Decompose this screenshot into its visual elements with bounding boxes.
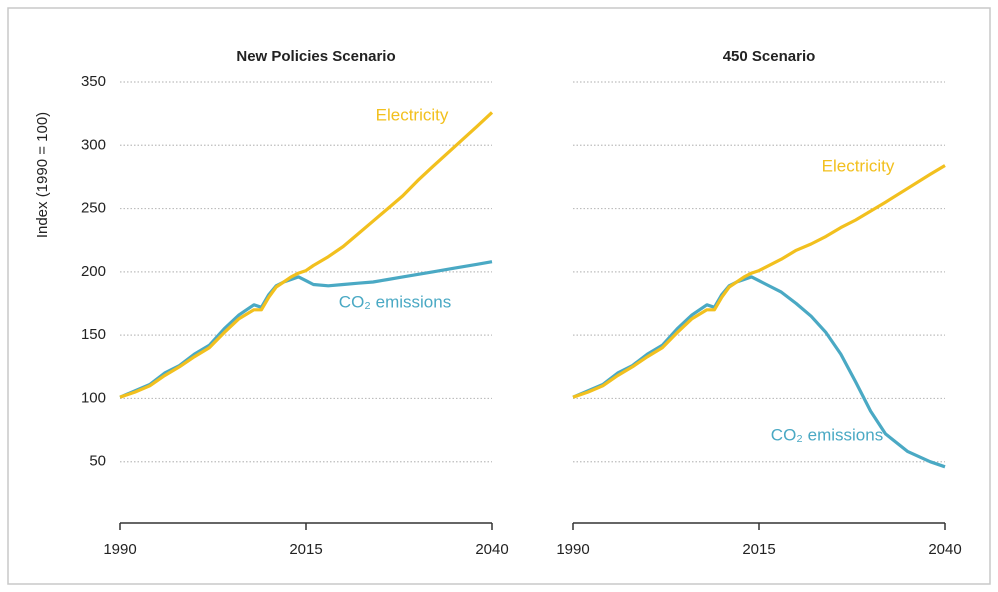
chart-title: New Policies Scenario — [236, 48, 395, 65]
y-tick-label: 350 — [81, 73, 106, 90]
y-tick-label: 150 — [81, 326, 106, 343]
series-label: Electricity — [822, 156, 895, 175]
chart-title: 450 Scenario — [723, 48, 816, 65]
x-tick-label: 2040 — [928, 541, 961, 558]
series-label: CO₂ emissions — [771, 425, 883, 444]
y-tick-label: 300 — [81, 136, 106, 153]
y-tick-label: 100 — [81, 389, 106, 406]
x-tick-label: 2040 — [475, 541, 508, 558]
line-series — [119, 111, 494, 399]
y-tick-label: 250 — [81, 200, 106, 217]
frame — [7, 7, 991, 585]
x-tick-label: 2015 — [289, 541, 322, 558]
y-tick-label: 200 — [81, 263, 106, 280]
x-tick-label: 1990 — [103, 541, 136, 558]
y-tick-label: 50 — [89, 453, 106, 470]
series-label: CO₂ emissions — [339, 292, 451, 311]
x-tick-label: 1990 — [556, 541, 589, 558]
line-series — [572, 275, 946, 469]
series-label: Electricity — [376, 105, 449, 124]
line-series — [572, 164, 946, 399]
x-tick-label: 2015 — [742, 541, 775, 558]
y-axis-label: Index (1990 = 100) — [34, 112, 51, 238]
line-series — [119, 260, 493, 399]
